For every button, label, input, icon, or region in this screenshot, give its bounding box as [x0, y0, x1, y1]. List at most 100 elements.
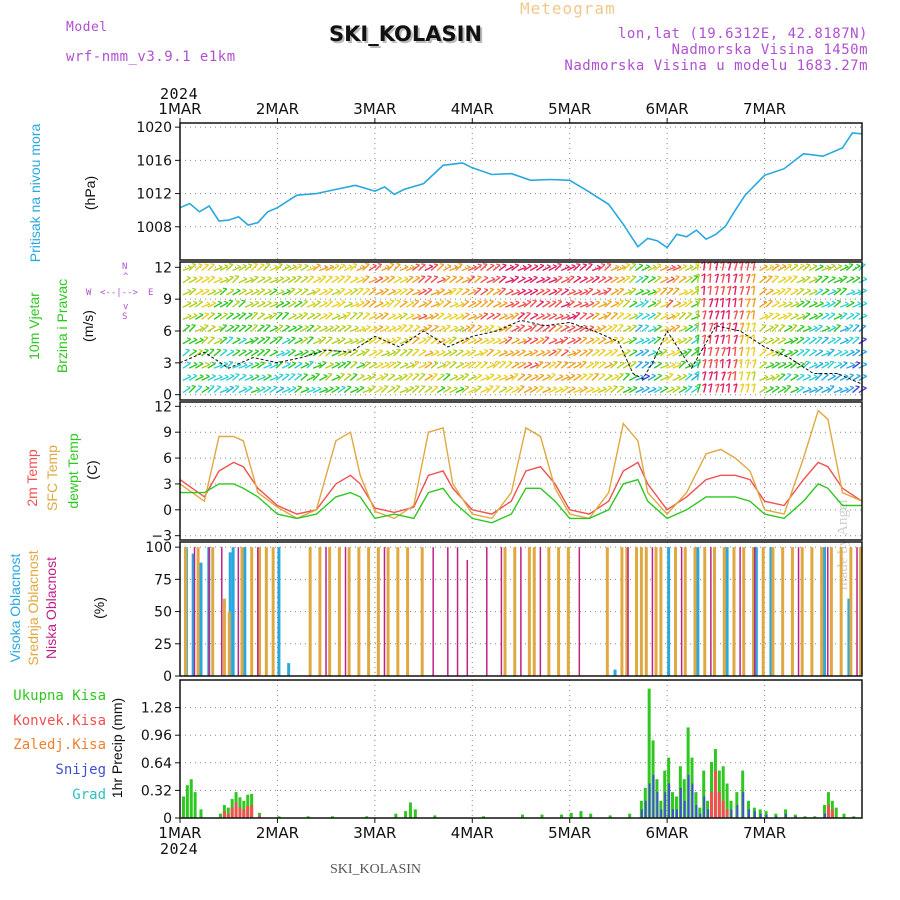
wind-barb	[721, 298, 725, 308]
wind-barb	[523, 301, 532, 308]
wind-barb	[597, 277, 607, 284]
wind-barb	[666, 300, 674, 308]
wind-barb-tick	[429, 350, 434, 354]
wind-barb-tick	[446, 275, 451, 278]
wind-barb	[213, 302, 223, 308]
wind-barb-tick	[670, 276, 675, 280]
wind-barb-tick	[303, 312, 308, 315]
wind-barb	[703, 285, 706, 295]
wind-barb	[529, 265, 539, 272]
wind-barb	[821, 313, 830, 320]
wind-barb-tick	[849, 385, 854, 389]
wind-barb-tick	[235, 373, 240, 376]
wind-barb	[846, 351, 855, 357]
precip-bar-0	[698, 807, 702, 818]
wind-barb-tick	[558, 275, 563, 279]
wind-barb	[715, 298, 719, 308]
wind-barb-tick	[243, 362, 248, 366]
wind-barb	[727, 371, 732, 381]
precip-bar-0	[852, 816, 856, 818]
wind-barb	[604, 375, 613, 381]
wind-barb	[467, 350, 477, 357]
wind-barb-tick	[842, 287, 847, 290]
wind-barb	[269, 313, 278, 320]
wind-barb-tick	[230, 349, 235, 352]
wind-barb	[548, 314, 558, 320]
wind-barb-tick	[502, 275, 507, 278]
wind-barb-tick	[632, 324, 637, 327]
wind-barb	[424, 362, 433, 369]
wind-barb-tick	[199, 361, 204, 365]
precip-bar-1	[717, 792, 721, 818]
wind-barb	[554, 361, 562, 369]
wind-barb	[207, 263, 215, 272]
cloud-bar-1	[693, 547, 697, 676]
cloud-bar-1	[257, 547, 261, 676]
wind-barb-tick	[472, 337, 477, 341]
wind-barb	[808, 302, 818, 308]
wind-barb	[703, 322, 706, 332]
wind-barb-tick	[267, 373, 272, 377]
legend-grad: Grad	[72, 787, 106, 803]
wind-barb	[827, 361, 835, 369]
wind-barb	[418, 276, 426, 284]
precip-bar-0	[589, 813, 593, 818]
wind-barb-tick	[825, 312, 830, 316]
cloud-bar-1	[820, 547, 824, 676]
wind-barb	[362, 349, 370, 357]
wind-barb	[653, 374, 663, 381]
wind-barb-tick	[466, 349, 471, 353]
wind-barb	[511, 301, 520, 308]
wind-barb	[511, 264, 520, 272]
precip-bar-1	[242, 809, 246, 818]
precip-bar-3	[742, 792, 745, 818]
wind-barb	[696, 371, 700, 381]
wind-barb-tick	[732, 285, 737, 289]
wind-barb-tick	[496, 263, 501, 266]
ytick-label-pressure: 1016	[136, 153, 172, 169]
wind-barb	[486, 278, 496, 284]
wind-barb	[529, 350, 539, 357]
wind-barb	[275, 290, 285, 296]
wind-barb-tick	[254, 300, 260, 304]
wind-barb-tick	[218, 264, 223, 268]
wind-barb-tick	[807, 374, 812, 378]
wind-barb	[201, 325, 209, 333]
wind-barb-tick	[384, 373, 389, 376]
wind-barb	[666, 388, 675, 394]
wind-barb-tick	[540, 288, 545, 292]
xtick-label: 6MAR	[646, 824, 689, 842]
wind-barb-tick	[191, 385, 196, 387]
wind-barb	[256, 289, 266, 296]
wind-barb-tick	[836, 299, 841, 302]
wind-barb-tick	[309, 336, 314, 339]
cloud-bar-1	[211, 547, 215, 676]
wind-barb	[647, 313, 656, 320]
wind-barb-tick	[855, 324, 860, 327]
wind-barb-tick	[652, 386, 657, 390]
wind-barb	[727, 298, 731, 308]
wind-barb-tick	[694, 285, 699, 289]
cloud-bar-0	[696, 547, 700, 676]
wind-barb	[784, 302, 793, 308]
wind-barb	[573, 290, 583, 296]
wind-barb-tick	[435, 301, 440, 305]
wind-barb	[858, 363, 868, 369]
wind-barb-tick	[186, 385, 191, 389]
precip-bar-0	[189, 779, 193, 818]
wind-barb-tick	[471, 349, 476, 352]
wind-barb-tick	[193, 300, 198, 304]
wind-barb	[616, 266, 626, 272]
cloud-bar-1	[742, 547, 746, 676]
cloud-bar-2	[797, 547, 800, 676]
wind-barb	[225, 276, 234, 284]
wind-barb-tick	[806, 275, 811, 278]
wind-barb	[368, 288, 377, 296]
wind-barb	[430, 264, 439, 272]
wind-barb-tick	[813, 386, 818, 390]
wind-barb-tick	[355, 301, 360, 305]
wind-barb	[182, 290, 192, 296]
wind-barb-tick	[732, 273, 738, 277]
wind-barb-tick	[255, 386, 260, 390]
wind-barb	[703, 371, 707, 381]
